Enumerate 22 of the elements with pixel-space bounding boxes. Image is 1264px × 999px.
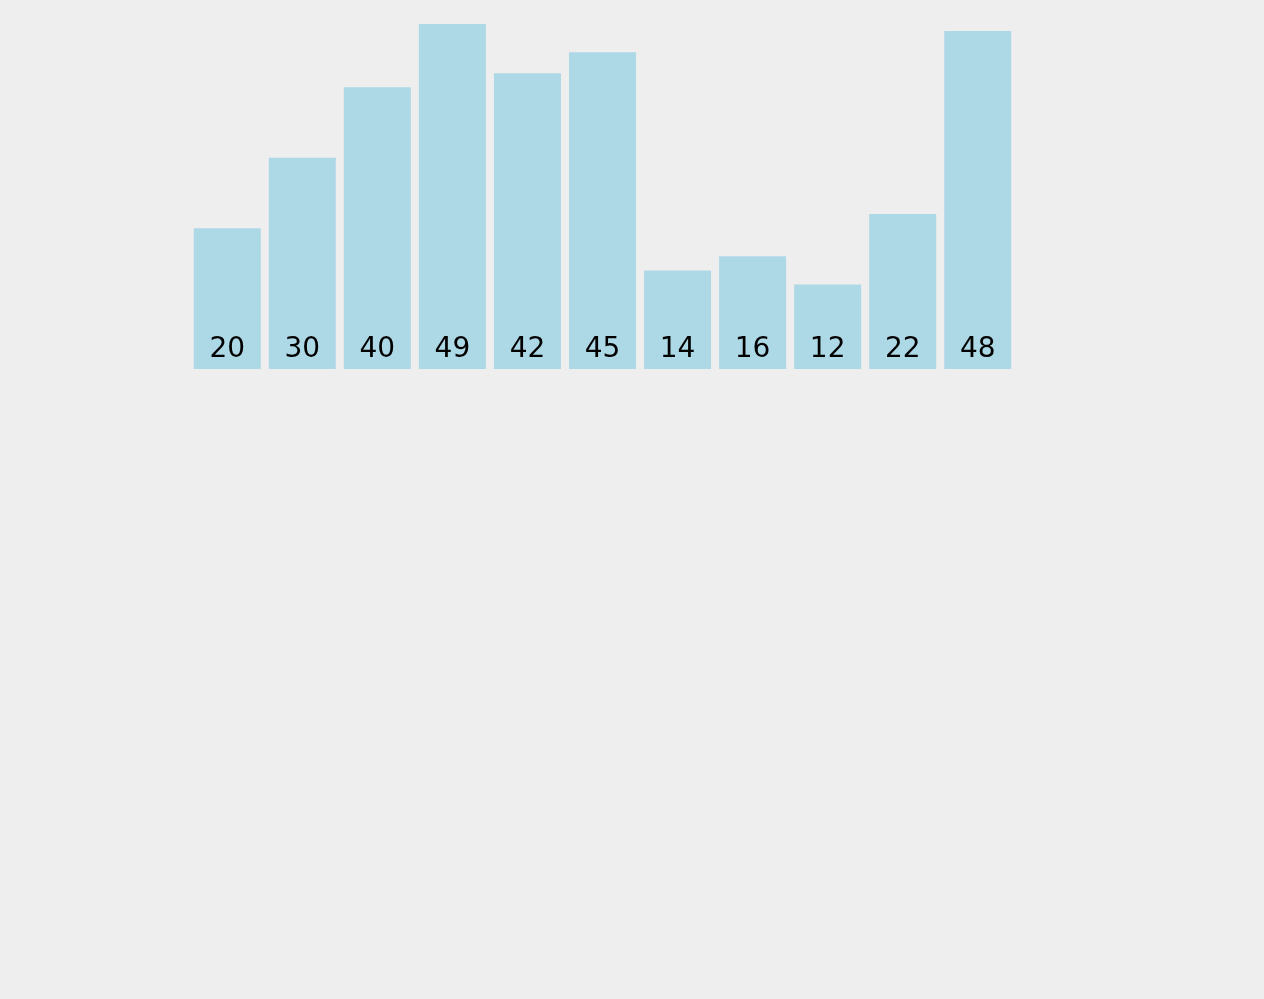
bar xyxy=(568,52,637,369)
data-label: 40 xyxy=(359,331,396,364)
data-label: 12 xyxy=(809,331,846,364)
data-label: 42 xyxy=(509,331,546,364)
bar xyxy=(719,256,787,369)
bar xyxy=(794,284,862,369)
bar xyxy=(944,31,1012,369)
data-label: 16 xyxy=(734,331,771,364)
bar xyxy=(869,214,937,369)
data-label: 48 xyxy=(959,331,996,364)
bar xyxy=(268,157,336,369)
bar xyxy=(343,87,411,369)
data-label: 14 xyxy=(659,331,696,364)
data-label: 45 xyxy=(584,331,621,364)
data-label: 30 xyxy=(284,331,321,364)
data-label: 20 xyxy=(209,331,246,364)
data-label: 49 xyxy=(434,331,471,364)
bar xyxy=(418,24,486,369)
bar xyxy=(493,73,561,369)
bar xyxy=(644,270,712,369)
bar xyxy=(193,228,261,369)
data-label: 22 xyxy=(884,331,921,364)
